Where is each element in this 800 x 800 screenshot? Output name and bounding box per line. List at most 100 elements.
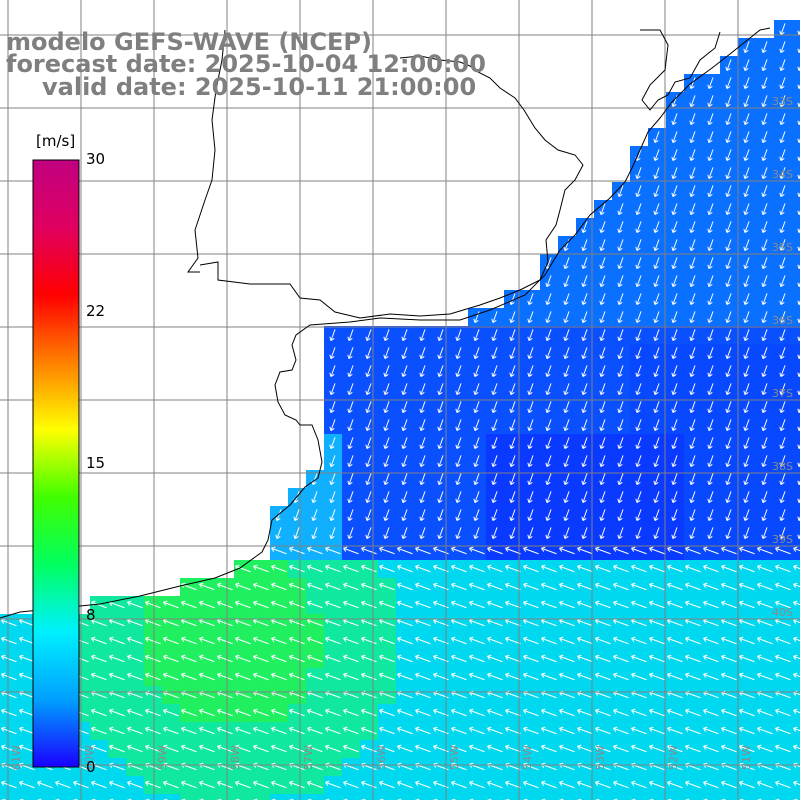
wind-arrow <box>91 672 107 681</box>
wind-arrow <box>109 708 125 717</box>
wind-arrow <box>581 293 588 306</box>
wind-arrow <box>437 509 444 522</box>
wind-arrow <box>689 347 696 360</box>
wind-arrow <box>635 275 642 288</box>
field-cell <box>792 416 800 435</box>
wind-arrow <box>437 491 444 504</box>
wind-arrow <box>487 672 503 681</box>
wind-arrow <box>383 437 390 450</box>
wind-arrow <box>523 564 539 573</box>
wind-arrow <box>541 654 557 663</box>
wind-arrow <box>289 564 305 573</box>
wind-arrow <box>649 672 665 681</box>
wind-arrow <box>779 167 786 180</box>
wind-arrow <box>325 636 341 645</box>
wind-arrow <box>469 636 485 645</box>
wind-arrow <box>491 437 498 450</box>
wind-arrow <box>419 383 426 396</box>
wind-arrow <box>779 509 786 522</box>
wind-arrow <box>761 95 768 108</box>
wind-arrow <box>635 437 642 450</box>
wind-arrow <box>703 582 719 591</box>
wind-arrow <box>527 383 534 396</box>
wind-arrow <box>361 546 377 555</box>
wind-arrow <box>127 708 143 717</box>
wind-arrow <box>739 708 755 717</box>
wind-arrow <box>325 672 341 681</box>
wind-arrow <box>635 347 642 360</box>
wind-arrow <box>419 437 426 450</box>
wind-arrow <box>721 582 737 591</box>
wind-arrow <box>779 23 786 36</box>
wind-arrow <box>329 437 336 450</box>
wind-arrow <box>653 257 660 270</box>
wind-arrow <box>635 329 642 342</box>
wind-arrow <box>617 473 624 486</box>
wind-arrow <box>617 203 624 216</box>
wind-arrow <box>721 546 737 555</box>
wind-arrow <box>509 365 516 378</box>
wind-arrow <box>635 203 642 216</box>
wind-arrow <box>739 654 755 663</box>
wind-arrow <box>793 546 800 552</box>
wind-arrow <box>437 527 444 540</box>
wind-arrow <box>199 600 215 609</box>
field-cell <box>792 38 800 57</box>
wind-arrow <box>563 527 570 540</box>
wind-arrow <box>653 239 660 252</box>
wind-arrow <box>541 546 557 555</box>
wind-arrow <box>307 600 323 609</box>
lat-label: 37S <box>772 387 793 400</box>
wind-arrow <box>329 473 336 486</box>
wind-arrow <box>473 473 480 486</box>
wind-arrow <box>289 582 305 591</box>
wind-arrow <box>743 221 750 234</box>
wind-arrow <box>329 347 336 360</box>
wind-arrow <box>325 564 341 573</box>
field-cell <box>792 236 800 255</box>
wind-arrow <box>707 95 714 108</box>
wind-arrow <box>653 167 660 180</box>
wind-arrow <box>761 329 768 342</box>
wind-arrow <box>617 185 624 198</box>
wind-arrow <box>599 221 606 234</box>
wind-arrow <box>235 636 251 645</box>
wind-arrow <box>599 293 606 306</box>
wind-arrow <box>725 473 732 486</box>
field-cell <box>162 794 181 800</box>
wind-arrow <box>671 383 678 396</box>
wind-arrow <box>545 329 552 342</box>
wind-arrow <box>127 726 143 735</box>
wind-arrow <box>527 311 534 324</box>
wind-arrow <box>653 527 660 540</box>
wind-arrow <box>487 546 503 555</box>
wind-arrow <box>469 600 485 609</box>
wind-arrow <box>725 311 732 324</box>
wind-arrow <box>419 473 426 486</box>
wind-arrow <box>671 347 678 360</box>
wind-arrow <box>577 582 593 591</box>
wind-arrow <box>365 383 372 396</box>
wind-arrow <box>545 383 552 396</box>
wind-arrow <box>455 473 462 486</box>
wind-arrow <box>635 167 642 180</box>
wind-arrow <box>383 491 390 504</box>
wind-arrow <box>743 203 750 216</box>
wind-arrow <box>761 59 768 72</box>
wind-arrow <box>685 546 701 555</box>
wind-arrow <box>653 401 660 414</box>
wind-arrow <box>563 437 570 450</box>
wind-arrow <box>235 708 251 717</box>
wind-arrow <box>523 546 539 555</box>
wind-arrow <box>793 636 800 642</box>
wind-arrow <box>703 654 719 663</box>
wind-arrow <box>779 383 786 396</box>
wind-arrow <box>563 347 570 360</box>
wind-arrow <box>365 509 372 522</box>
field-cell <box>792 200 800 219</box>
wind-arrow <box>217 600 233 609</box>
wind-arrow <box>725 365 732 378</box>
wind-arrow <box>671 203 678 216</box>
wind-arrow <box>725 401 732 414</box>
field-cell <box>792 20 800 39</box>
